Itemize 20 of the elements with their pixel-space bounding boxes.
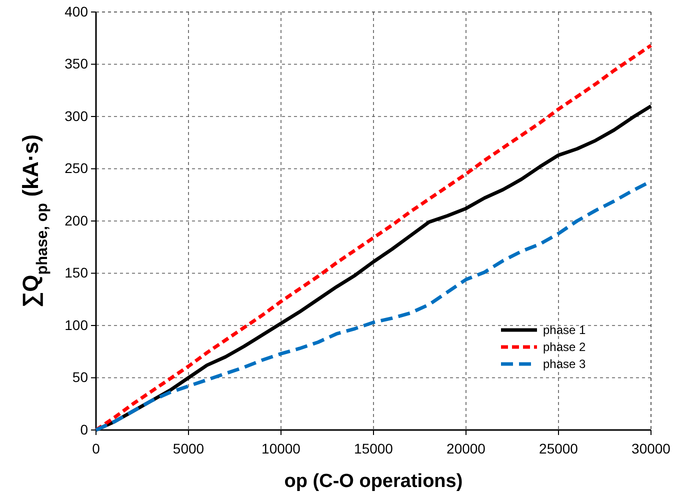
x-tick-label: 10000: [262, 440, 301, 456]
legend-label: phase 2: [543, 340, 586, 354]
x-tick-label: 0: [92, 440, 100, 456]
y-tick-label: 300: [64, 108, 88, 124]
y-tick-label: 400: [64, 3, 88, 20]
y-tick-label: 50: [72, 369, 88, 386]
legend-label: phase 3: [543, 357, 586, 372]
y-tick-label: 150: [64, 264, 88, 281]
x-tick-label: 5000: [172, 440, 204, 456]
x-tick-label: 30000: [632, 440, 671, 456]
y-tick-label: 0: [80, 421, 88, 438]
y-tick-label: 350: [64, 56, 88, 72]
x-tick-label: 15000: [354, 440, 394, 456]
x-axis-title: op (C-O operations): [284, 471, 463, 492]
x-tick-label: 25000: [539, 440, 578, 456]
x-tick-label: 20000: [446, 440, 486, 456]
legend-label: phase 1: [543, 323, 586, 338]
y-tick-label: 100: [64, 316, 88, 333]
y-tick-label: 250: [64, 160, 88, 176]
y-tick-label: 200: [64, 212, 88, 228]
